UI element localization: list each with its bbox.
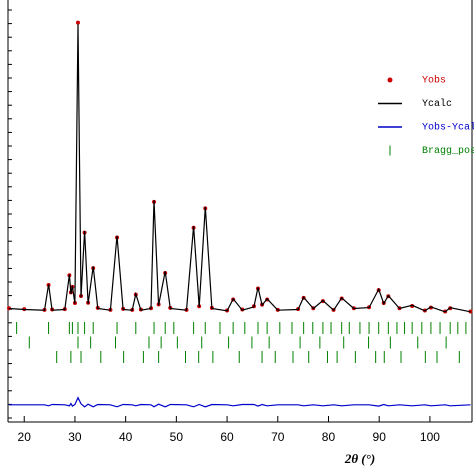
x-tick-label: 90 [373, 430, 387, 444]
x-tick-label: 80 [322, 430, 336, 444]
x-tick-label: 20 [18, 430, 32, 444]
x-tick-label: 50 [170, 430, 184, 444]
legend-label: Yobs [422, 75, 446, 87]
x-tick-label: 40 [119, 430, 133, 444]
data-point [75, 20, 80, 25]
x-axis-label: 2θ (°) [344, 451, 375, 466]
legend-label: Ycalc [422, 98, 452, 110]
legend-label: Bragg_pos [422, 146, 474, 157]
x-tick-label: 70 [271, 430, 285, 444]
series-line [8, 24, 471, 313]
x-tick-label: 60 [220, 430, 234, 444]
x-tick-label: 100 [420, 430, 440, 444]
data-point [7, 306, 12, 311]
series-line [9, 396, 471, 408]
legend-label: Yobs-Ycal [422, 122, 474, 134]
x-tick-label: 30 [68, 430, 82, 444]
legend-marker [387, 77, 393, 83]
